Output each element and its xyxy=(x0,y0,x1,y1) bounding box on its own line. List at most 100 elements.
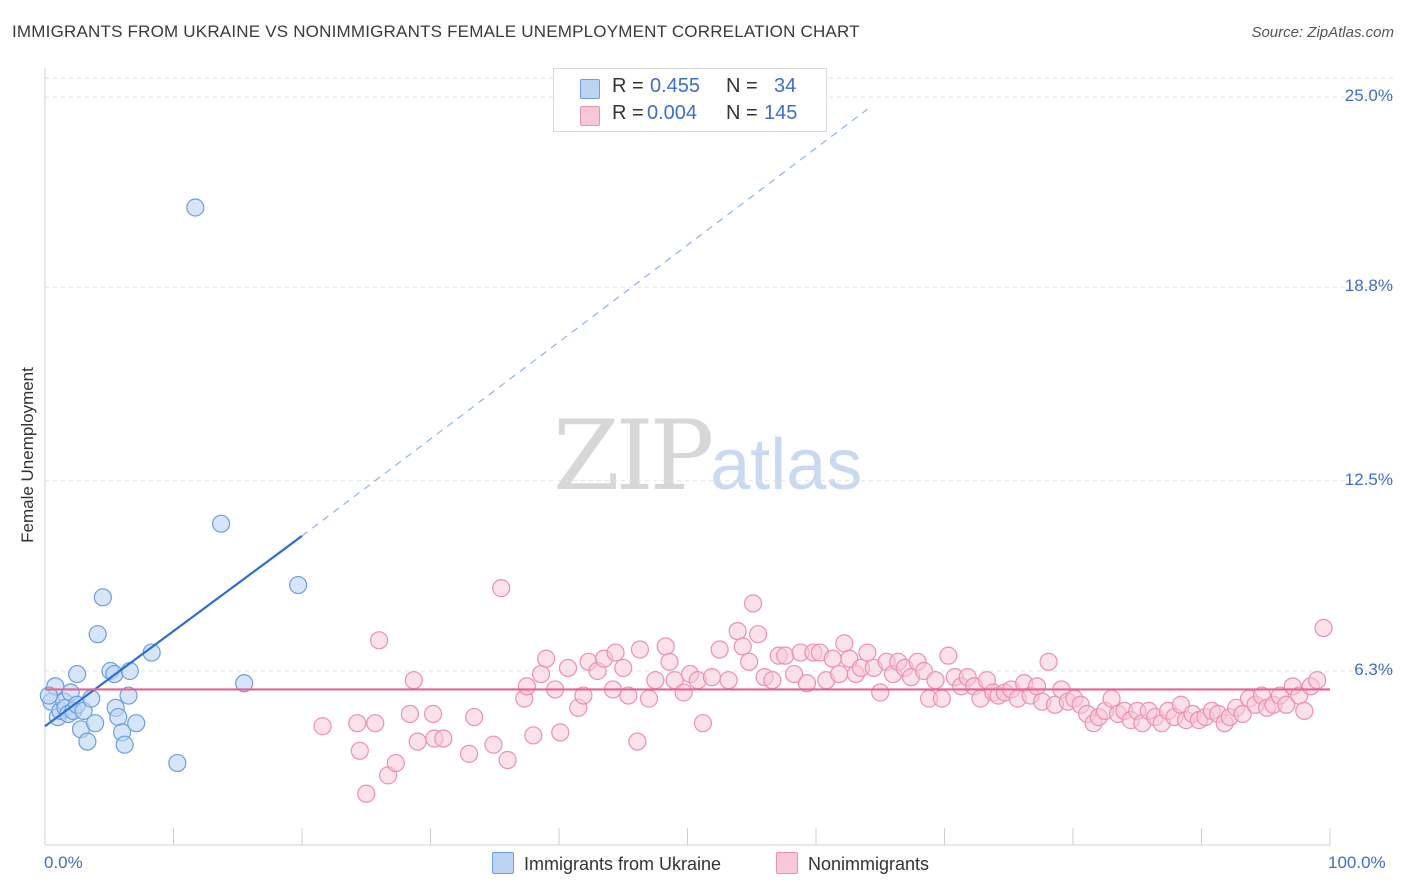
nonimmigrant-point xyxy=(630,640,650,659)
nonimmigrant-point xyxy=(558,658,578,678)
watermark-atlas: atlas xyxy=(710,425,863,505)
nonimmigrant-point xyxy=(537,649,556,668)
ukraine-point xyxy=(119,686,138,705)
nonimmigrant-point xyxy=(858,643,877,662)
legend-r-label-2: R = xyxy=(612,102,644,124)
nonimmigrant-point xyxy=(710,640,729,659)
nonimmigrant-point xyxy=(517,677,536,696)
ukraine-point xyxy=(88,625,107,644)
nonimmigrant-point xyxy=(693,714,713,733)
nonimmigrant-point xyxy=(830,664,849,684)
nonimmigrant-point xyxy=(785,664,804,684)
x-tick-max: 100.0% xyxy=(1328,853,1386,872)
stats-legend: R = 0.455 N = 34 R = 0.004 N = 145 xyxy=(553,68,827,132)
nonimmigrant-point xyxy=(370,631,389,650)
nonimmigrant-point xyxy=(835,634,854,653)
nonimmigrant-point xyxy=(740,652,759,671)
y-tick-label: 25.0% xyxy=(1344,86,1393,105)
nonimmigrant-point xyxy=(350,741,369,760)
nonimmigrant-point xyxy=(656,637,675,656)
ukraine-point xyxy=(289,575,308,595)
nonimmigrant-point xyxy=(484,735,503,754)
bottom-legend-swatch-ukraine xyxy=(492,852,514,874)
nonimmigrant-point xyxy=(823,649,842,668)
ukraine-point xyxy=(186,198,205,217)
legend-swatch-ukraine xyxy=(580,79,600,99)
ukraine-point xyxy=(78,732,97,751)
ukraine-point xyxy=(109,707,128,727)
nonimmigrant-point xyxy=(386,753,405,773)
nonimmigrant-point xyxy=(639,689,659,708)
ukraine-point xyxy=(39,686,58,705)
ukraine-point xyxy=(127,714,146,733)
nonimmigrant-point xyxy=(797,674,817,693)
chart-title: IMMIGRANTS FROM UKRAINE VS NONIMMIGRANTS… xyxy=(12,22,860,41)
ukraine-trend-extension xyxy=(301,108,868,537)
nonimmigrant-point xyxy=(366,714,385,733)
bottom-legend-swatch-nonimmigrants xyxy=(776,852,798,874)
legend-r-label-1: R = xyxy=(612,75,644,97)
nonimmigrant-point xyxy=(423,704,443,724)
nonimmigrant-point xyxy=(628,732,647,751)
nonimmigrant-point xyxy=(531,664,551,684)
nonimmigrant-point xyxy=(871,683,890,702)
legend-n-value-2: 145 xyxy=(764,102,798,124)
nonimmigrant-point xyxy=(408,732,427,751)
legend-n-label-2: N = xyxy=(726,102,758,124)
nonimmigrant-point xyxy=(932,689,952,708)
nonimmigrant-point xyxy=(459,744,479,763)
nonimmigrant-point xyxy=(719,671,738,690)
legend-r-value-1: 0.455 xyxy=(650,75,701,97)
nonimmigrant-point xyxy=(404,671,423,690)
nonimmigrant-point xyxy=(749,625,768,644)
legend-swatch-nonimmigrants xyxy=(580,106,600,126)
nonimmigrant-point xyxy=(743,594,763,613)
nonimmigrant-point xyxy=(1277,695,1296,714)
ukraine-point xyxy=(235,674,254,693)
nonimmigrant-point xyxy=(646,671,665,690)
watermark-zip: ZIP xyxy=(553,400,714,512)
y-tick-label: 12.5% xyxy=(1344,469,1393,489)
nonimmigrant-point xyxy=(1314,618,1333,638)
x-tick-min: 0.0% xyxy=(44,853,83,872)
nonimmigrant-point xyxy=(939,646,958,665)
nonimmigrant-point xyxy=(733,637,752,656)
ukraine-point xyxy=(68,664,87,684)
bottom-legend-label-ukraine: Immigrants from Ukraine xyxy=(524,854,722,874)
nonimmigrant-point xyxy=(1027,677,1047,696)
nonimmigrant-point xyxy=(357,784,376,803)
nonimmigrant-point xyxy=(728,621,747,641)
nonimmigrant-point xyxy=(400,704,420,724)
nonimmigrant-point xyxy=(674,683,693,702)
ukraine-point xyxy=(93,588,112,607)
bottom-legend-label-nonimmigrants: Nonimmigrants xyxy=(808,854,930,874)
ukraine-point xyxy=(120,661,139,681)
watermark: ZIPatlas xyxy=(553,400,862,512)
nonimmigrant-point xyxy=(434,729,453,748)
nonimmigrant-point xyxy=(348,714,367,733)
nonimmigrant-point xyxy=(606,643,625,662)
bottom-legend-ukraine: Immigrants from Ukraine xyxy=(492,852,721,875)
nonimmigrant-point xyxy=(926,671,945,690)
legend-n-value-1: 34 xyxy=(774,75,797,97)
nonimmigrant-point xyxy=(702,668,722,687)
bottom-legend-nonimmigrants: Nonimmigrants xyxy=(776,852,929,875)
y-tick-label: 6.3% xyxy=(1354,660,1393,679)
ukraine-point xyxy=(86,714,105,733)
nonimmigrant-point xyxy=(1102,689,1121,708)
nonimmigrant-point xyxy=(1233,704,1252,724)
source-label: Source: ZipAtlas.com xyxy=(1251,24,1394,41)
nonimmigrant-point xyxy=(498,750,517,770)
nonimmigrant-point xyxy=(763,671,782,690)
legend-n-label-1: N = xyxy=(726,75,758,97)
nonimmigrant-point xyxy=(313,717,332,736)
legend-r-value-2: 0.004 xyxy=(647,102,698,124)
nonimmigrant-point xyxy=(551,723,570,742)
nonimmigrant-point xyxy=(776,646,795,665)
nonimmigrant-point xyxy=(492,579,511,598)
nonimmigrant-point xyxy=(614,658,633,678)
nonimmigrant-point xyxy=(524,726,543,745)
ukraine-trend-line xyxy=(44,535,303,728)
y-tick-label: 18.8% xyxy=(1344,276,1393,296)
